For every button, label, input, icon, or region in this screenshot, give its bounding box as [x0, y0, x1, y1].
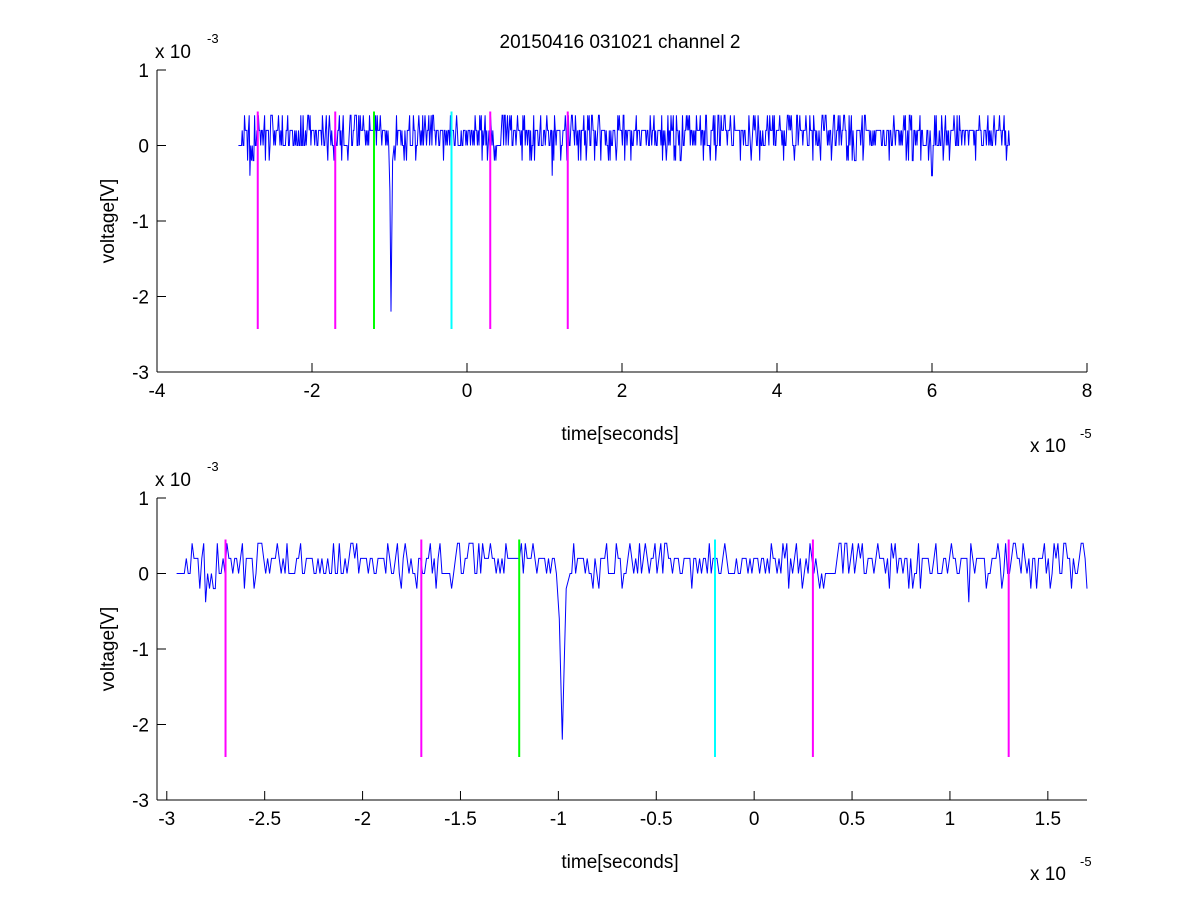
y-tick-label: -2: [132, 288, 149, 309]
x-exponent-label: x 10: [1030, 436, 1066, 457]
figure-title: 20150416 031021 channel 2: [500, 32, 741, 53]
y-axis-label: voltage[V]: [98, 179, 119, 264]
x-tick-label: 0: [462, 381, 473, 402]
y-exponent-label: x 10: [155, 42, 191, 63]
x-tick-label: 1: [945, 809, 956, 830]
x-tick-label: 1.5: [1035, 809, 1061, 830]
y-tick-label: -2: [132, 716, 149, 737]
bottom-plot: -3 -2.5 -2 -1.5 -1 -0.5 0 0.5 1 1.5 -3 -2 -1 0 1 time[s…: [98, 459, 1092, 885]
y-tick-label: -1: [132, 640, 149, 661]
y-tick-label: 0: [138, 137, 149, 158]
top-plot: -4 -2 0 2 4 6 8 -3 -2 -1 0 1 time[seconds] voltage[V]…: [98, 31, 1092, 457]
x-tick-label: 8: [1082, 381, 1093, 402]
y-tick-label: -1: [132, 212, 149, 233]
x-exponent-power: -5: [1080, 854, 1092, 869]
y-tick-label: 1: [138, 489, 149, 510]
voltage-trace: [238, 114, 1010, 312]
x-exponent-power: -5: [1080, 426, 1092, 441]
x-tick-label: -4: [149, 381, 166, 402]
x-tick-label: -2.5: [248, 809, 281, 830]
y-tick-label: 0: [138, 565, 149, 586]
x-tick-label: -3: [158, 809, 175, 830]
x-tick-label: 6: [927, 381, 938, 402]
x-axis-label: time[seconds]: [561, 852, 678, 873]
x-tick-label: -1: [550, 809, 567, 830]
y-exponent-power: -3: [207, 31, 219, 46]
y-tick-label: -3: [132, 791, 149, 812]
x-tick-label: 2: [617, 381, 628, 402]
x-tick-label: -1.5: [444, 809, 477, 830]
y-exponent-power: -3: [207, 459, 219, 474]
voltage-trace: [176, 542, 1088, 740]
x-tick-label: 4: [772, 381, 783, 402]
x-axis-label: time[seconds]: [561, 424, 678, 445]
x-exponent-label: x 10: [1030, 864, 1066, 885]
y-tick-label: -3: [132, 363, 149, 384]
x-tick-label: -0.5: [640, 809, 673, 830]
x-tick-label: 0.5: [839, 809, 865, 830]
y-exponent-label: x 10: [155, 470, 191, 491]
x-tick-label: 0: [749, 809, 760, 830]
y-axis-label: voltage[V]: [98, 607, 119, 692]
x-tick-label: -2: [304, 381, 321, 402]
x-tick-label: -2: [354, 809, 371, 830]
y-tick-label: 1: [138, 61, 149, 82]
